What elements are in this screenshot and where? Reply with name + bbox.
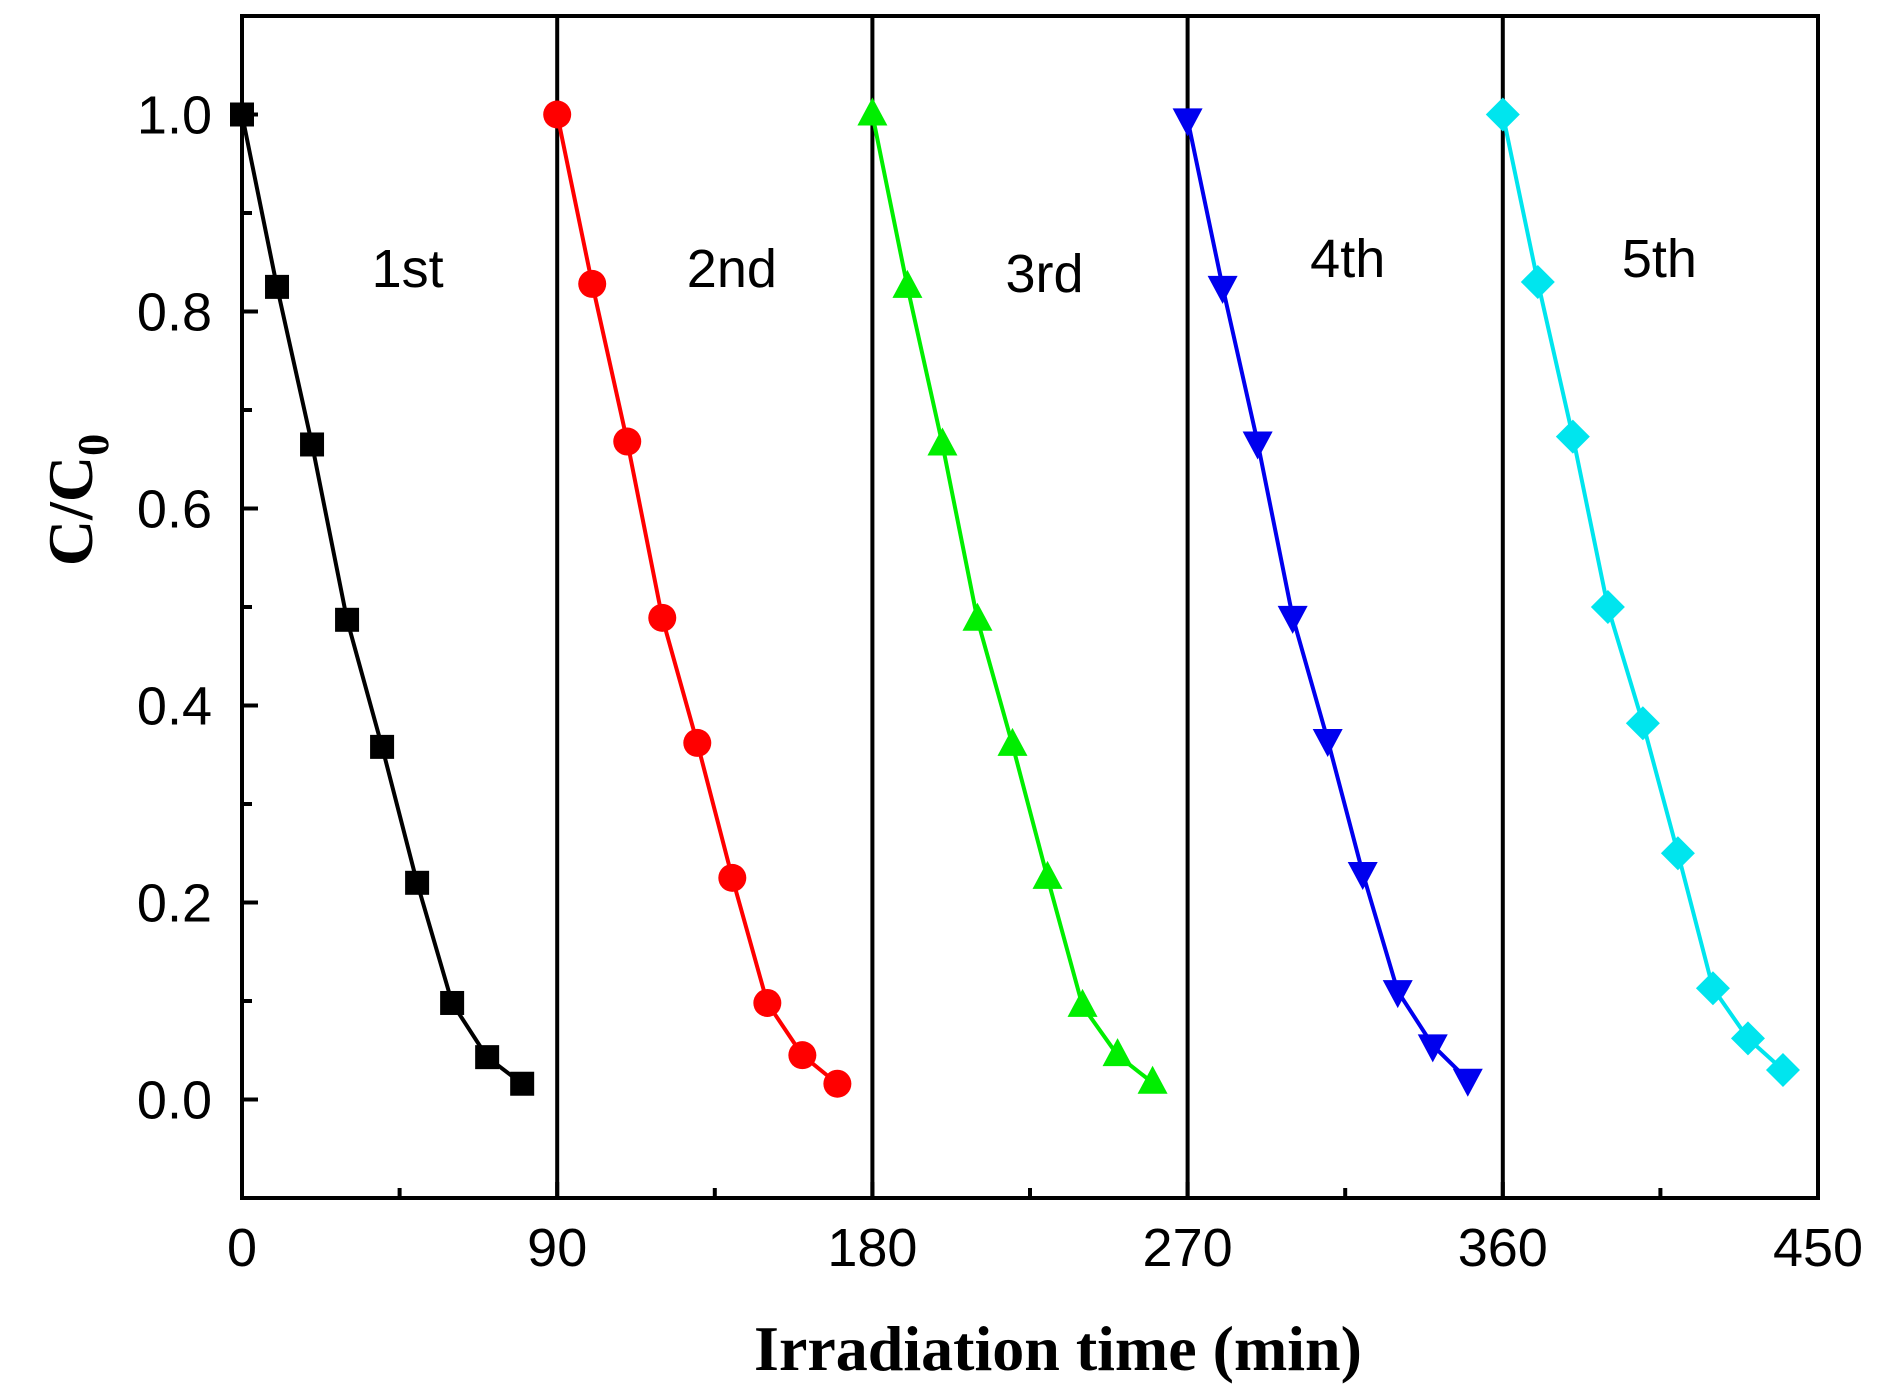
y-tick-label: 1.0 <box>137 86 212 146</box>
series-2nd <box>543 100 852 1098</box>
data-point <box>1765 1052 1800 1087</box>
data-point <box>823 1069 852 1098</box>
y-axis-title-subscript: 0 <box>69 434 118 456</box>
series-4th <box>1172 108 1483 1097</box>
y-tick-label: 0.6 <box>137 480 212 540</box>
data-point <box>997 727 1028 756</box>
data-point <box>613 427 642 456</box>
axes-layer: 0 90 180 270 360 450 0.0 0.2 0.4 0.6 0.8 1.0 <box>137 14 1863 1278</box>
data-point <box>370 734 395 759</box>
cycle-label: 3rd <box>1005 244 1083 304</box>
data-point <box>1067 988 1098 1017</box>
data-point <box>1102 1038 1133 1067</box>
data-point <box>788 1041 817 1070</box>
data-point <box>1590 590 1625 624</box>
y-tick-label: 0.8 <box>137 283 212 343</box>
y-tick-label: 0.2 <box>137 874 212 934</box>
plot-frame <box>240 14 1820 1200</box>
data-point <box>1520 264 1555 299</box>
y-axis-title-main: C/C <box>35 456 106 566</box>
data-point <box>543 100 572 129</box>
data-point <box>1485 97 1520 132</box>
x-axis-title: Irradiation time (min) <box>754 1313 1362 1384</box>
data-point <box>510 1071 535 1096</box>
data-point <box>1172 108 1203 137</box>
data-point <box>300 432 325 457</box>
data-point <box>1277 605 1308 634</box>
series-layer <box>230 97 1800 1098</box>
data-point <box>1695 971 1730 1006</box>
data-point <box>1382 980 1413 1009</box>
data-point <box>753 988 782 1017</box>
data-point <box>335 607 360 632</box>
data-point <box>1625 706 1660 741</box>
data-point <box>265 274 290 299</box>
data-point <box>1347 861 1378 890</box>
data-point <box>648 603 677 632</box>
x-tick-label: 180 <box>827 1218 917 1278</box>
data-point <box>1137 1065 1168 1094</box>
x-tick-label: 90 <box>527 1218 587 1278</box>
labels-layer: 1st 2nd 3rd 4th 5th <box>372 229 1697 304</box>
data-point <box>1242 431 1273 460</box>
cycle-label: 2nd <box>687 239 777 299</box>
data-point <box>1555 419 1590 454</box>
data-point <box>857 97 888 126</box>
data-point <box>683 728 712 757</box>
y-axis-ticks: 0.0 0.2 0.4 0.6 0.8 1.0 <box>137 14 258 1200</box>
y-axis-title: C/C0 <box>35 434 118 566</box>
cycle-label: 5th <box>1622 229 1697 289</box>
data-point <box>475 1045 500 1070</box>
series-1st <box>230 102 535 1096</box>
y-tick-label: 0.4 <box>137 677 212 737</box>
data-point <box>962 602 993 631</box>
cycle-label: 4th <box>1310 229 1385 289</box>
data-point <box>578 269 607 298</box>
data-point <box>718 863 747 892</box>
x-tick-label: 270 <box>1143 1218 1233 1278</box>
data-point <box>1730 1021 1765 1056</box>
data-point <box>405 870 430 895</box>
x-axis-ticks: 0 90 180 270 360 450 <box>227 1182 1863 1278</box>
series-5th <box>1485 97 1800 1087</box>
data-point <box>1207 275 1238 304</box>
svg-text:C/C0: C/C0 <box>35 434 118 566</box>
x-tick-label: 360 <box>1458 1218 1548 1278</box>
x-tick-label: 0 <box>227 1218 257 1278</box>
data-point <box>1417 1034 1448 1063</box>
series-3rd <box>857 97 1168 1094</box>
y-tick-label: 0.0 <box>137 1071 212 1131</box>
data-point <box>1452 1068 1483 1097</box>
data-point <box>1032 860 1063 889</box>
data-point <box>1660 836 1695 871</box>
data-point <box>892 269 923 298</box>
x-tick-label: 450 <box>1773 1218 1863 1278</box>
plot-area <box>555 16 1505 1198</box>
data-point <box>927 427 958 456</box>
data-point <box>1312 728 1343 757</box>
data-point <box>440 990 465 1015</box>
cycle-label: 1st <box>372 239 444 299</box>
